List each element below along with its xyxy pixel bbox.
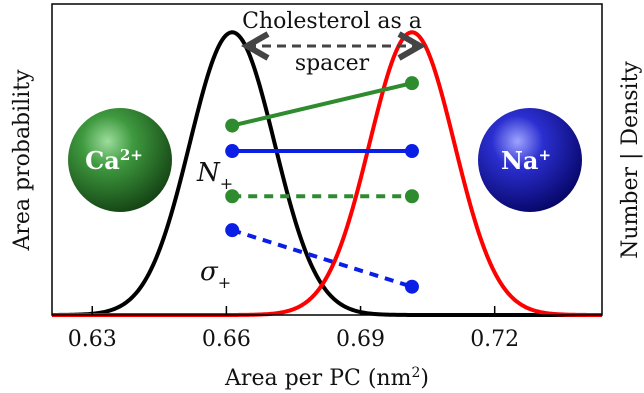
- marker-line-N-plus-green: [231, 81, 413, 128]
- marker-point-N-plus-green-1: [404, 76, 419, 91]
- spacer-label-line2: spacer: [295, 51, 370, 76]
- sodium-ion-charge: +: [538, 146, 551, 164]
- calcium-ion-sphere: [68, 108, 172, 212]
- x-axis-label-sup: 2: [411, 365, 420, 381]
- y-axis-label-left: Area probability: [10, 69, 35, 252]
- x-tick-label-2: 0.69: [336, 327, 385, 352]
- x-tick-label-0: 0.63: [68, 327, 117, 352]
- marker-series: [225, 76, 419, 294]
- sigma-plus-sub: +: [218, 273, 231, 292]
- x-tick-label-1: 0.66: [202, 327, 251, 352]
- x-axis-label: Area per PC (nm2): [224, 365, 429, 391]
- marker-line-sigma-plus-blue: [231, 228, 413, 289]
- marker-point-N-plus-blue-1: [404, 144, 419, 159]
- x-axis-label-close: ): [420, 366, 429, 391]
- sodium-ion-label: Na+: [501, 146, 551, 175]
- calcium-ion-charge: 2+: [120, 146, 143, 164]
- x-tick-label-3: 0.72: [470, 327, 519, 352]
- marker-point-sigma-plus-green-0: [225, 189, 240, 204]
- x-axis-ticks: 0.63 0.66 0.69 0.72: [68, 306, 519, 352]
- sodium-ion-sphere: [478, 108, 582, 212]
- marker-point-sigma-plus-blue-1: [404, 279, 419, 294]
- plot-frame: [51, 3, 603, 316]
- n-plus-sub: +: [220, 174, 233, 193]
- marker-point-sigma-plus-blue-0: [225, 223, 240, 238]
- spacer-label-line1: Cholesterol as a: [242, 9, 422, 34]
- calcium-ion-label: Ca2+: [85, 146, 143, 175]
- marker-point-sigma-plus-green-1: [404, 189, 419, 204]
- marker-point-N-plus-blue-0: [225, 144, 240, 159]
- sigma-plus-label: σ+: [200, 257, 231, 292]
- marker-point-N-plus-green-0: [225, 118, 240, 133]
- y-axis-label-right: Number | Density: [618, 61, 643, 259]
- n-plus-label: N+: [196, 158, 233, 193]
